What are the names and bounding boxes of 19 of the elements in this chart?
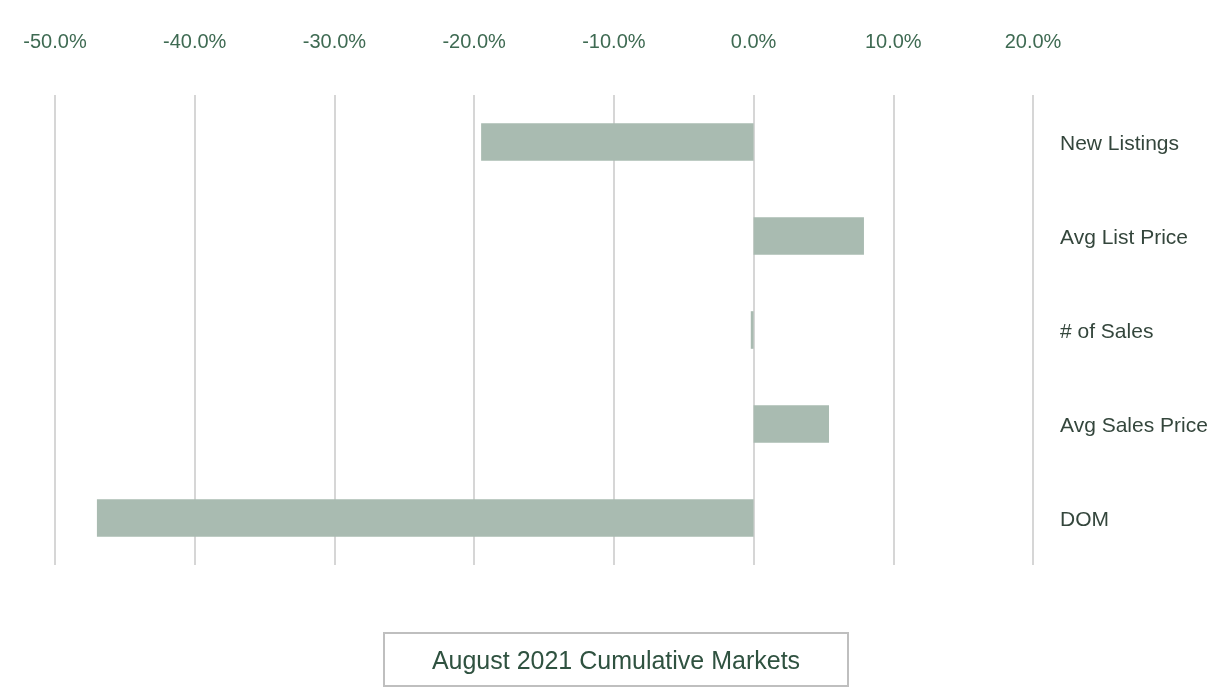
x-tick-label: 20.0% <box>1004 30 1062 52</box>
x-tick-label: -20.0% <box>442 30 507 52</box>
x-tick-label: 0.0% <box>730 30 777 52</box>
bar <box>96 499 754 537</box>
x-tick-label: -50.0% <box>23 30 87 52</box>
bar <box>750 311 754 349</box>
y-tick-label: DOM <box>1060 506 1109 530</box>
y-tick-label: New Listings <box>1060 130 1180 154</box>
bar <box>753 217 864 255</box>
x-tick-label: -30.0% <box>302 30 367 52</box>
bar <box>481 123 754 161</box>
x-tick-label: 10.0% <box>864 30 922 52</box>
y-tick-label: Avg Sales Price <box>1060 412 1208 436</box>
y-tick-label: Avg List Price <box>1060 224 1188 248</box>
x-tick-label: -40.0% <box>163 30 227 52</box>
x-tick-label: -10.0% <box>582 30 646 52</box>
y-tick-label: # of Sales <box>1060 318 1154 342</box>
bar <box>753 405 830 443</box>
text: August 2021 Cumulative Markets <box>431 645 801 674</box>
